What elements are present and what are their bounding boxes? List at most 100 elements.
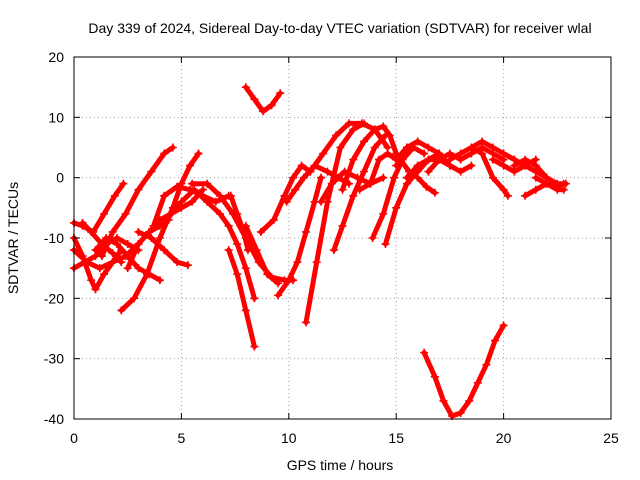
data-point	[155, 234, 164, 242]
y-tick-label: 10	[48, 109, 64, 125]
series-track	[228, 193, 251, 253]
y-tick-label: 0	[56, 170, 64, 186]
data-point	[188, 197, 197, 206]
data-point	[280, 191, 289, 200]
data-point	[160, 246, 169, 255]
data-point	[396, 155, 405, 164]
data-point	[359, 167, 368, 176]
series-arc-25	[338, 122, 401, 194]
data-point	[160, 149, 169, 158]
data-point	[357, 119, 366, 128]
data-point	[383, 149, 392, 158]
y-tick-label: -30	[44, 351, 64, 367]
data-point	[379, 209, 388, 218]
y-tick-label: -20	[44, 290, 64, 306]
data-point	[241, 221, 250, 230]
data-point	[478, 137, 487, 146]
data-point	[420, 348, 429, 357]
data-point	[112, 240, 121, 249]
data-point	[267, 101, 276, 110]
data-point	[263, 270, 272, 279]
data-point	[402, 173, 411, 182]
data-point	[256, 227, 265, 236]
data-point	[211, 197, 220, 206]
data-point	[559, 185, 568, 194]
data-point	[203, 179, 212, 188]
data-point	[445, 155, 454, 164]
data-point	[203, 197, 212, 206]
data-point	[420, 149, 429, 158]
series-arc-11	[149, 182, 233, 230]
series-arc-14	[224, 246, 259, 351]
series-arc-32	[420, 321, 508, 420]
data-point	[188, 179, 197, 188]
data-point	[338, 221, 347, 230]
data-point	[134, 264, 143, 273]
data-point	[95, 264, 104, 273]
data-point	[327, 179, 336, 188]
x-tick-label: 25	[603, 430, 619, 446]
data-point	[332, 131, 341, 140]
series-track	[425, 145, 507, 175]
series-arc-15	[226, 191, 252, 255]
data-point	[344, 119, 353, 128]
series-track	[118, 151, 202, 313]
data-point	[291, 185, 300, 194]
data-point	[531, 185, 540, 194]
data-point	[123, 264, 132, 273]
data-point	[329, 246, 338, 255]
data-point	[100, 209, 109, 218]
data-point	[250, 294, 259, 303]
data-point	[301, 227, 310, 236]
data-point	[119, 179, 128, 188]
data-point	[269, 215, 278, 224]
data-point	[284, 276, 293, 285]
y-axis-label: SDTVAR / TECUs	[5, 182, 21, 294]
data-point	[190, 185, 199, 194]
data-point	[499, 321, 508, 330]
data-point	[482, 360, 491, 369]
data-point	[467, 161, 476, 170]
data-point	[147, 167, 156, 176]
data-point	[381, 240, 390, 249]
data-point	[390, 173, 399, 182]
series-track	[243, 223, 281, 286]
data-point	[91, 285, 100, 294]
data-point	[134, 227, 143, 236]
data-point	[216, 191, 225, 200]
data-point	[91, 246, 100, 255]
data-point	[299, 173, 308, 182]
data-point	[402, 143, 411, 152]
series-arc-7	[78, 218, 126, 267]
data-point	[370, 125, 379, 134]
data-point	[317, 197, 326, 206]
data-point	[499, 149, 508, 158]
data-point	[379, 173, 388, 182]
data-point	[241, 264, 250, 273]
data-point	[185, 161, 194, 170]
data-point	[430, 372, 439, 381]
series-track	[226, 247, 257, 350]
data-point	[488, 143, 497, 152]
x-tick-label: 10	[281, 430, 297, 446]
data-point	[531, 161, 540, 170]
series-arc-34	[445, 143, 512, 200]
data-point	[143, 270, 152, 279]
data-point	[456, 149, 465, 158]
data-point	[250, 95, 259, 104]
data-point	[87, 227, 96, 236]
data-point	[177, 197, 186, 206]
data-point	[78, 218, 87, 227]
data-point	[413, 161, 422, 170]
data-point	[456, 408, 465, 417]
data-point	[338, 185, 347, 194]
data-point	[317, 173, 326, 182]
data-point	[424, 167, 433, 176]
series-arc-39	[531, 173, 568, 194]
series-track	[393, 139, 453, 169]
data-point	[274, 279, 283, 288]
data-point	[355, 185, 364, 194]
data-point	[87, 276, 96, 285]
data-point	[226, 191, 235, 200]
data-point	[510, 161, 519, 170]
